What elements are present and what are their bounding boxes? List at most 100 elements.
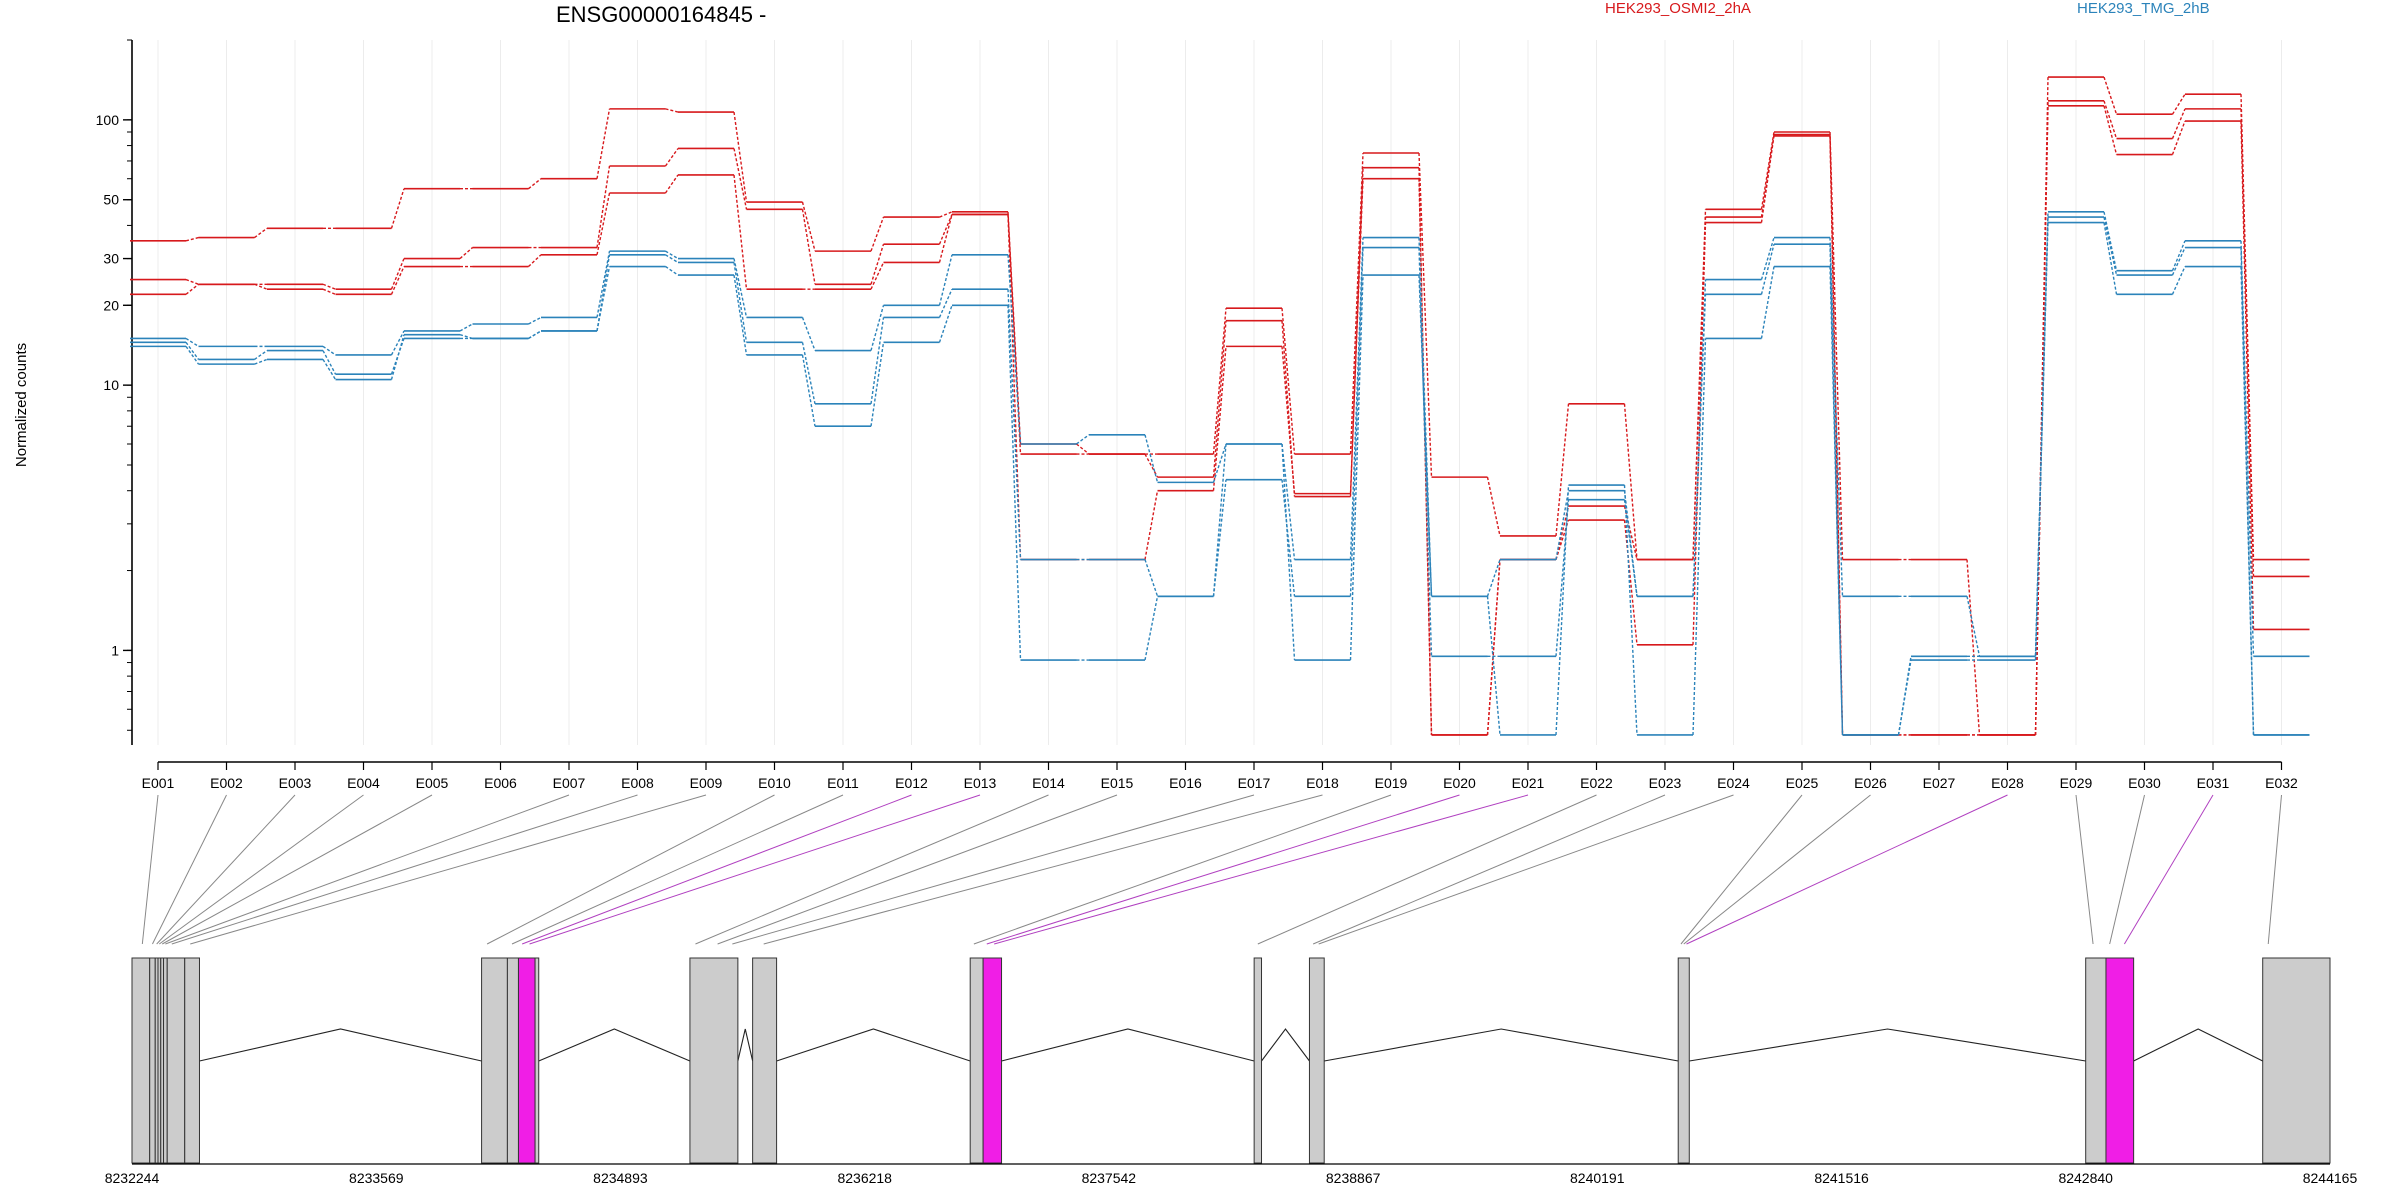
- series-transition: [1144, 490, 1159, 560]
- genomic-tick-label: 8236218: [837, 1170, 892, 1186]
- series-transition: [1212, 443, 1227, 597]
- x-tick-label: E015: [1101, 775, 1134, 791]
- series-transition: [733, 274, 748, 356]
- exon-connector: [2075, 794, 2094, 945]
- series-transition: [322, 288, 336, 295]
- series-transition: [2171, 240, 2186, 271]
- x-tick-label: E004: [347, 775, 380, 791]
- series-transition: [1281, 479, 1296, 597]
- y-tick-label: 1: [111, 642, 119, 658]
- series-transition: [185, 341, 200, 360]
- series-transition: [939, 211, 953, 218]
- exon-connector: [156, 794, 296, 945]
- series-transition: [1076, 443, 1090, 455]
- series-transition: [528, 330, 542, 340]
- x-tick-label: E022: [1580, 775, 1613, 791]
- series-transition: [1418, 178, 1433, 735]
- series-transition: [2103, 76, 2118, 115]
- exon-block: [149, 957, 156, 1164]
- series-transition: [596, 251, 611, 318]
- y-tick-label: 30: [103, 251, 119, 267]
- series-transition: [322, 283, 336, 290]
- series-transition: [1555, 485, 1570, 736]
- series-transition: [1418, 152, 1433, 478]
- series-transition: [596, 108, 611, 179]
- series-transition: [1418, 275, 1433, 597]
- series-transition: [1418, 247, 1433, 657]
- exon-block: [1253, 957, 1263, 1164]
- series-transition: [938, 214, 953, 263]
- x-tick-label: E024: [1717, 775, 1750, 791]
- exon-connector: [190, 794, 707, 945]
- series-transition: [2103, 216, 2118, 276]
- genomic-tick-label: 8232244: [105, 1170, 160, 1186]
- series-transition: [1692, 294, 1707, 597]
- exon-connector: [161, 794, 433, 945]
- exon-block: [184, 957, 200, 1164]
- series-transition: [1212, 479, 1227, 597]
- series-transition: [1144, 453, 1159, 478]
- series-transition: [1007, 211, 1022, 445]
- series-transition: [1281, 308, 1296, 455]
- x-tick-label: E010: [758, 775, 791, 791]
- exon-connector: [171, 794, 638, 945]
- series-transition: [528, 316, 542, 325]
- gene-model: [131, 957, 2331, 1164]
- series-transition: [801, 354, 816, 427]
- x-tick-label: E029: [2060, 775, 2093, 791]
- series-transition: [596, 192, 611, 255]
- series-transition: [1555, 519, 1570, 560]
- exon-connector: [1680, 794, 1803, 945]
- series-transition: [665, 250, 679, 260]
- series-transition: [938, 254, 953, 306]
- intron-line: [737, 1028, 754, 1062]
- legend-entry-osmi2: HEK293_OSMI2_2hA: [1605, 0, 1751, 17]
- exon-block: [969, 957, 984, 1164]
- series-transition: [2034, 77, 2049, 735]
- x-tick-label: E026: [1854, 775, 1887, 791]
- series-transition: [2103, 222, 2118, 295]
- x-tick-label: E030: [2128, 775, 2161, 791]
- exon-connector: [695, 794, 1049, 945]
- series-transition: [1212, 346, 1227, 491]
- genomic-tick-label: 8240191: [1570, 1170, 1625, 1186]
- exon-connector: [732, 794, 1255, 945]
- exon-connector: [2267, 794, 2282, 945]
- series-transition: [801, 209, 816, 285]
- x-tick-label: E018: [1306, 775, 1339, 791]
- exon-block: [752, 957, 778, 1164]
- series-transition: [733, 258, 748, 318]
- series-transition: [870, 243, 885, 285]
- exon-block: [1308, 957, 1325, 1164]
- series-transition: [1760, 243, 1775, 295]
- series-transition: [528, 254, 542, 268]
- genomic-axis: 8232244 8233569 8234893 8236218 8237542 82388…: [105, 1163, 2357, 1186]
- series-transition: [938, 288, 953, 318]
- exon-highlighted: [517, 957, 536, 1164]
- genomic-tick-label: 8242840: [2058, 1170, 2113, 1186]
- intron-line: [1689, 1028, 2086, 1062]
- series-transition: [870, 342, 885, 427]
- series-transition: [801, 317, 816, 351]
- exon-connector: [486, 794, 775, 945]
- series-transition: [390, 188, 405, 229]
- series-transition: [870, 262, 885, 290]
- exon-block: [2262, 957, 2331, 1164]
- series-transition: [1144, 434, 1159, 483]
- series-transition: [1692, 338, 1707, 735]
- grid-layer: [157, 40, 2282, 745]
- series-transition: [1212, 443, 1227, 483]
- series-transition: [2240, 240, 2255, 657]
- x-tick-label: E005: [416, 775, 449, 791]
- exon-connector: [994, 794, 1529, 945]
- intron-line: [538, 1028, 691, 1062]
- series-transition: [459, 323, 473, 332]
- series-transition: [1349, 275, 1364, 661]
- x-tick-label: E019: [1375, 775, 1408, 791]
- series-transition: [322, 350, 337, 375]
- exon-connector: [165, 794, 570, 945]
- series-transition: [596, 165, 611, 248]
- series-transition: [254, 349, 268, 360]
- exon-connector: [1683, 794, 1871, 945]
- series-transition: [1623, 505, 1638, 560]
